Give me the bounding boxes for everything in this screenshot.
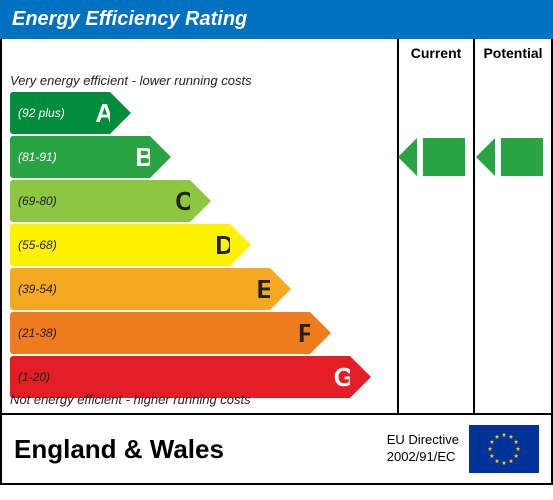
current-column: Current 83: [399, 39, 475, 413]
band-range-c: (69-80): [10, 194, 57, 208]
band-row-e: (39-54) E: [10, 268, 397, 310]
band-bar-c: (69-80)C: [10, 180, 190, 222]
potential-header: Potential: [475, 39, 551, 67]
band-bar-e: (39-54)E: [10, 268, 270, 310]
band-bar-d: (55-68)D: [10, 224, 230, 266]
band-row-d: (55-68) D: [10, 224, 397, 266]
band-range-f: (21-38): [10, 326, 57, 340]
current-rating-value: 83: [423, 138, 466, 176]
band-bar-b: (81-91)B: [10, 136, 150, 178]
footer: England & Wales EU Directive 2002/91/EC: [0, 415, 553, 485]
epc-chart: Energy Efficiency Rating . Very energy e…: [0, 0, 553, 500]
potential-rating-value: 83: [501, 138, 544, 176]
title-bar: Energy Efficiency Rating: [0, 0, 553, 39]
band-range-a: (92 plus): [10, 106, 65, 120]
band-letter-c: C: [175, 186, 194, 217]
band-range-g: (1-20): [10, 370, 50, 384]
band-row-b: (81-91) B: [10, 136, 397, 178]
main-area: . Very energy efficient - lower running …: [0, 39, 553, 415]
eu-flag-icon: [469, 425, 539, 473]
current-header: Current: [399, 39, 473, 67]
band-row-f: (21-38) F: [10, 312, 397, 354]
chart-column: . Very energy efficient - lower running …: [2, 39, 399, 413]
band-bar-a: (92 plus)A: [10, 92, 110, 134]
band-letter-b: B: [135, 142, 154, 173]
top-caption: Very energy efficient - lower running co…: [10, 73, 397, 88]
potential-column: Potential 83: [475, 39, 551, 413]
band-letter-f: F: [298, 318, 314, 349]
band-letter-d: D: [215, 230, 234, 261]
band-row-c: (69-80) C: [10, 180, 397, 222]
band-range-b: (81-91): [10, 150, 57, 164]
band-row-a: (92 plus) A: [10, 92, 397, 134]
footer-region: England & Wales: [14, 434, 387, 465]
title-text: Energy Efficiency Rating: [12, 8, 247, 30]
current-rating-arrow: 83: [417, 138, 471, 176]
band-range-e: (39-54): [10, 282, 57, 296]
band-letter-e: E: [257, 274, 274, 305]
band-letter-a: A: [95, 98, 114, 129]
band-letter-g: G: [334, 362, 354, 393]
band-bar-f: (21-38)F: [10, 312, 310, 354]
potential-rating-arrow: 83: [495, 138, 549, 176]
directive-line2: 2002/91/EC: [387, 449, 459, 466]
bottom-caption: Not energy efficient - higher running co…: [10, 392, 251, 407]
band-range-d: (55-68): [10, 238, 57, 252]
bands-container: (92 plus) A (81-91) B (69-80) C (55-68) D (39-54…: [10, 92, 397, 398]
